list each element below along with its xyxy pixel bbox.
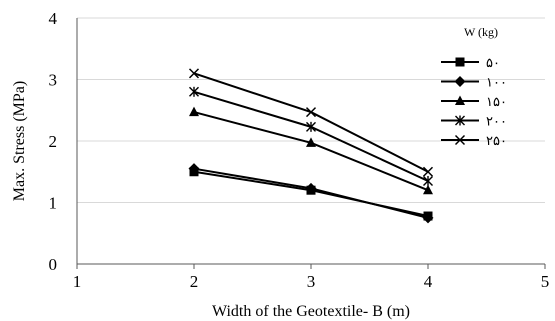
y-tick-label-1: 1 xyxy=(49,194,58,213)
data-point-3-0 xyxy=(189,86,199,97)
data-point-4-0 xyxy=(188,68,200,79)
gridlines xyxy=(77,17,545,203)
legend-label-3: ۲۰۰ xyxy=(486,114,507,129)
series-1 xyxy=(188,163,434,224)
series-group xyxy=(188,68,434,224)
legend-title: W (kg) xyxy=(464,25,498,39)
y-tick-labels: 0 1 2 3 4 xyxy=(49,9,58,274)
legend-marker-2 xyxy=(455,95,465,105)
series-3 xyxy=(189,86,433,186)
data-point-2-1 xyxy=(306,137,316,147)
legend-label-2: ۱۵۰ xyxy=(486,94,507,109)
data-point-2-0 xyxy=(189,106,199,117)
data-point-3-1 xyxy=(306,121,316,132)
y-tick-label-4: 4 xyxy=(49,9,58,28)
x-tick-label-1: 2 xyxy=(190,272,199,291)
series-2 xyxy=(189,106,433,195)
y-tick-label-0: 0 xyxy=(49,255,58,274)
data-point-4-1 xyxy=(305,107,317,118)
legend: W (kg) ۵۰ ۱۰۰ ۱۵۰ ۲۰۰ ۲۵۰ xyxy=(441,25,507,148)
data-point-3-2 xyxy=(423,175,433,186)
y-axis-title: Max. Stress (MPa) xyxy=(11,81,28,201)
series-line-3 xyxy=(193,90,429,182)
x-tick-label-4: 5 xyxy=(541,272,550,291)
data-point-1-2 xyxy=(422,212,434,224)
legend-marker-4 xyxy=(454,134,466,146)
x-tick-label-3: 4 xyxy=(424,272,433,291)
data-point-1-1 xyxy=(305,182,317,194)
y-tick-label-2: 2 xyxy=(49,132,58,151)
legend-marker-0 xyxy=(455,57,465,67)
y-tick-label-3: 3 xyxy=(49,71,58,90)
x-tick-labels: 1 2 3 4 5 xyxy=(73,264,550,291)
series-4 xyxy=(188,68,434,177)
legend-label-4: ۲۵۰ xyxy=(486,133,507,148)
data-point-1-0 xyxy=(188,163,200,175)
x-tick-label-0: 1 xyxy=(73,272,82,291)
x-tick-label-2: 3 xyxy=(307,272,316,291)
x-axis-title: Width of the Geotextile- B (m) xyxy=(212,303,410,320)
legend-label-0: ۵۰ xyxy=(486,55,500,70)
data-point-2-2 xyxy=(423,184,433,195)
legend-label-1: ۱۰۰ xyxy=(486,75,507,90)
legend-marker-3 xyxy=(455,115,465,126)
legend-marker-1 xyxy=(454,76,466,87)
data-point-4-2 xyxy=(422,166,434,177)
series-0 xyxy=(189,167,433,221)
